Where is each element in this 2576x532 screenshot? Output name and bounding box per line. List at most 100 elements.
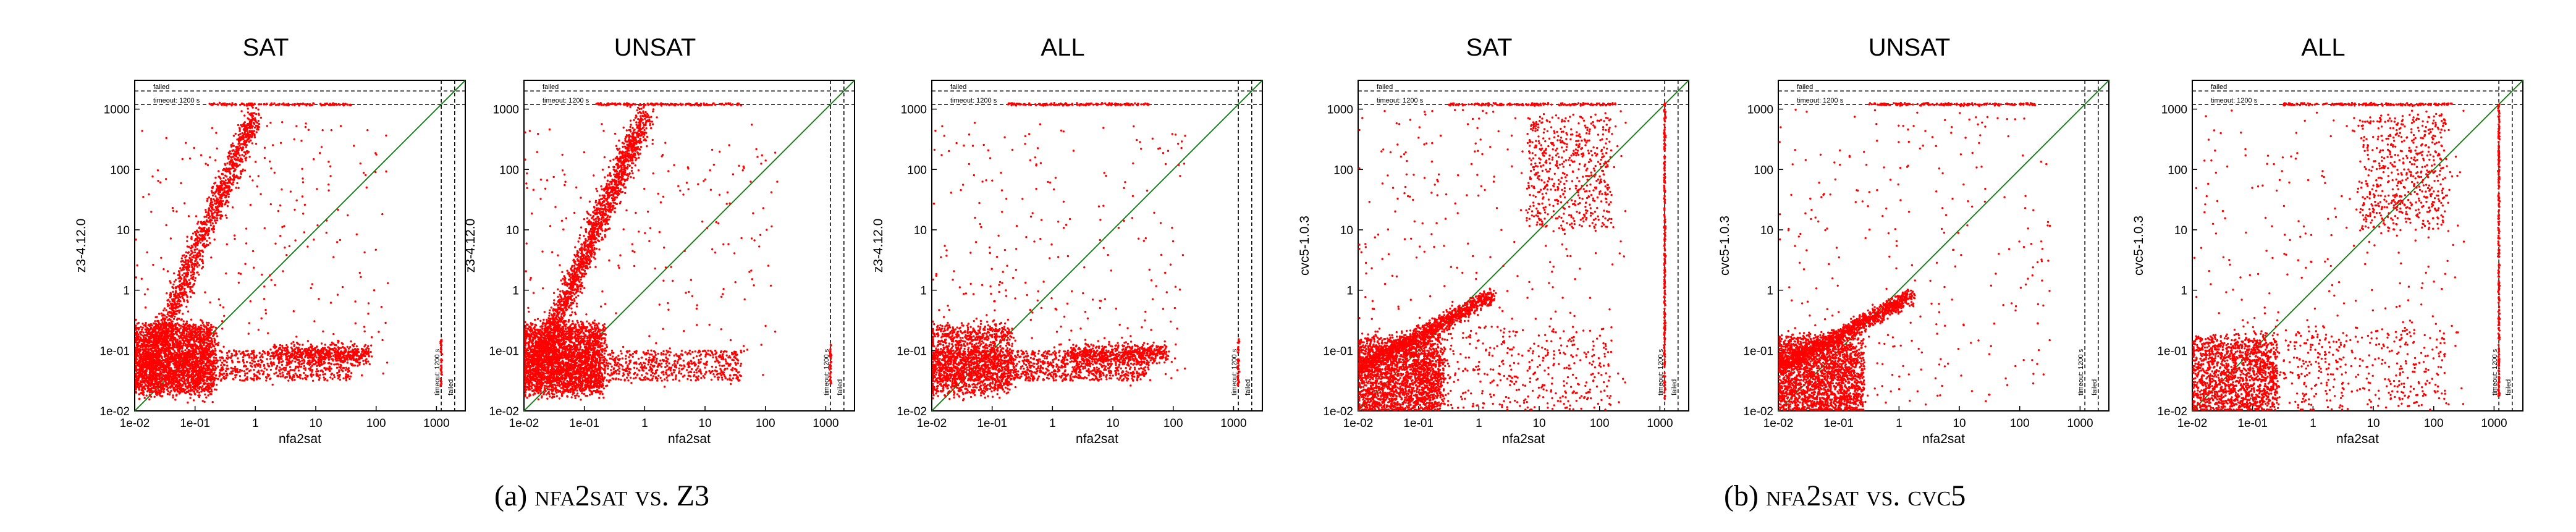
scatter-point	[198, 249, 201, 252]
scatter-point	[219, 359, 222, 361]
scatter-point	[196, 266, 199, 268]
scatter-point	[216, 201, 218, 204]
scatter-point	[245, 146, 247, 148]
scatter-point	[146, 326, 148, 329]
scatter-point	[189, 343, 192, 346]
scatter-point	[160, 360, 163, 363]
y-tick-label: 100	[110, 164, 130, 177]
scatter-point	[190, 271, 192, 274]
scatter-point	[293, 379, 296, 381]
scatter-point	[216, 335, 219, 337]
scatter-point	[176, 368, 179, 371]
scatter-point	[200, 250, 203, 252]
scatter-point	[240, 369, 243, 372]
scatter-point	[346, 376, 349, 379]
scatter-point	[241, 154, 243, 156]
scatter-point	[147, 332, 150, 335]
scatter-point	[201, 366, 204, 369]
scatter-point	[135, 329, 137, 331]
scatter-point	[208, 345, 211, 348]
scatter-point	[242, 361, 245, 364]
scatter-point	[167, 387, 169, 389]
scatter-point	[170, 376, 172, 379]
scatter-point	[177, 277, 180, 280]
scatter-point	[166, 341, 169, 344]
scatter-point	[184, 349, 187, 352]
scatter-point	[201, 348, 203, 352]
scatter-point	[185, 293, 188, 296]
scatter-point	[167, 349, 169, 352]
scatter-point	[144, 357, 147, 360]
timeout-label: timeout: 1200 s	[153, 97, 200, 104]
scatter-point	[237, 153, 240, 155]
scatter-point	[289, 366, 292, 368]
scatter-point	[211, 353, 213, 357]
scatter-point	[276, 374, 279, 378]
scatter-point	[238, 361, 240, 363]
scatter-point	[221, 188, 224, 190]
scatter-point	[172, 374, 175, 377]
scatter-point	[188, 351, 191, 353]
scatter-point	[317, 375, 319, 378]
scatter-point	[158, 341, 160, 344]
scatter-point	[191, 326, 193, 328]
scatter-point	[232, 166, 234, 169]
scatter-point	[142, 357, 145, 359]
scatter-point	[188, 269, 190, 271]
scatter-point	[209, 342, 211, 345]
scatter-point	[308, 363, 311, 366]
scatter-point	[182, 298, 185, 301]
scatter-point	[206, 336, 209, 339]
scatter-point	[289, 376, 291, 379]
scatter-point	[155, 338, 158, 341]
scatter-point	[185, 323, 187, 326]
scatter-point	[206, 220, 209, 223]
scatter-point	[167, 311, 169, 314]
scatter-point	[198, 366, 201, 369]
scatter-point	[169, 374, 172, 376]
scatter-point	[194, 365, 196, 367]
scatter-point	[143, 371, 146, 373]
scatter-point	[165, 384, 167, 386]
scatter-point	[249, 369, 252, 371]
scatter-point	[227, 189, 229, 192]
scatter-point	[184, 365, 187, 368]
scatter-point	[137, 381, 139, 384]
scatter-point	[189, 254, 192, 256]
scatter-point	[174, 327, 177, 331]
scatter-point	[295, 374, 298, 377]
scatter-point	[186, 340, 189, 344]
scatter-point	[142, 391, 145, 394]
scatter-point	[145, 325, 147, 327]
scatter-point	[239, 133, 242, 135]
timeout-label-vertical: timeout: 1200 s	[434, 348, 441, 395]
scatter-point	[174, 306, 177, 308]
scatter-point	[187, 378, 190, 380]
scatter-point	[178, 330, 180, 332]
scatter-point	[345, 366, 347, 369]
scatter-point	[199, 230, 201, 233]
scatter-point	[205, 223, 207, 226]
scatter-point	[198, 352, 201, 354]
scatter-point	[200, 386, 203, 389]
scatter-point	[175, 389, 179, 391]
scatter-point	[194, 230, 196, 234]
scatter-point	[339, 363, 342, 366]
scatter-point	[157, 331, 159, 334]
scatter-point	[342, 377, 345, 379]
scatter-point	[169, 386, 172, 389]
scatter-point	[204, 369, 207, 371]
scatter-point	[213, 339, 216, 342]
scatter-point	[148, 355, 151, 358]
scatter-point	[193, 374, 195, 377]
scatter-point	[154, 363, 156, 365]
scatter-point	[311, 365, 313, 367]
scatter-point	[211, 367, 214, 369]
scatter-point	[199, 255, 201, 257]
scatter-point	[155, 341, 158, 344]
scatter-point	[151, 336, 154, 339]
scatter-point	[197, 394, 200, 397]
scatter-point	[259, 366, 261, 368]
scatter-point	[139, 360, 141, 362]
scatter-point	[152, 350, 154, 353]
